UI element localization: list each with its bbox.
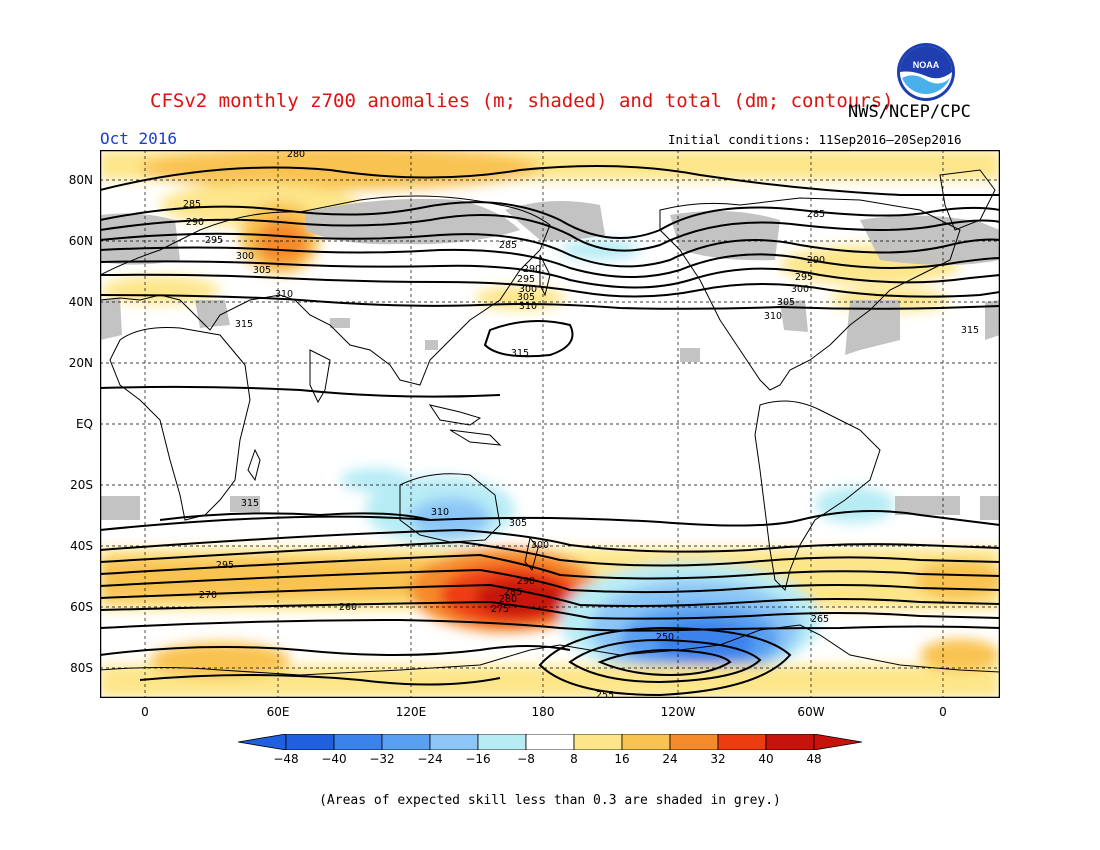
contour-label: 290 xyxy=(807,255,825,266)
contour-label: 300 xyxy=(531,540,549,551)
colorbar-arrow-high xyxy=(813,734,862,750)
contour-label: 300 xyxy=(519,284,537,295)
colorbar-cell xyxy=(381,734,431,750)
contour-label: 305 xyxy=(517,292,535,303)
contour-label: 310 xyxy=(519,301,537,312)
colorbar-tick-label: −8 xyxy=(517,752,535,766)
colorbar-arrow-low xyxy=(238,734,287,750)
lon-label: 0 xyxy=(141,705,149,719)
contour-label: 310 xyxy=(764,311,782,322)
colorbar-tick-label: 8 xyxy=(570,752,578,766)
colorbar-cell xyxy=(477,734,527,750)
lat-label: 20N xyxy=(68,356,93,370)
graticule xyxy=(100,150,1000,698)
contour-label: 315 xyxy=(235,319,253,330)
colorbar-tick-label: 40 xyxy=(758,752,774,766)
colorbar xyxy=(238,734,862,750)
contour-label: 295 xyxy=(795,272,813,283)
lat-label: 40S xyxy=(70,539,93,553)
skill-footnote: (Areas of expected skill less than 0.3 a… xyxy=(319,793,781,808)
contour-label: 290 xyxy=(523,264,541,275)
colorbar-cell xyxy=(285,734,335,750)
colorbar-cell xyxy=(669,734,719,750)
colorbar-cell xyxy=(717,734,767,750)
contour-label: 290 xyxy=(517,576,535,587)
initial-conditions: Initial conditions: 11Sep2016–20Sep2016 xyxy=(668,132,962,147)
contour-label: 285 xyxy=(499,240,517,251)
lat-label: 60N xyxy=(68,234,93,248)
lat-label: 60S xyxy=(70,600,93,614)
lat-label: EQ xyxy=(75,417,93,431)
anomaly-map: 280 285 290 295 300 305 310 315 285 290 … xyxy=(100,150,1000,698)
contour-label: 250 xyxy=(656,632,674,643)
contour-label: 310 xyxy=(275,289,293,300)
lat-label: 80S xyxy=(70,661,93,675)
lon-label: 60E xyxy=(266,705,290,719)
contour-label: 285 xyxy=(183,199,201,210)
height-contours xyxy=(100,165,1000,697)
contour-label: 270 xyxy=(199,590,217,601)
colorbar-cell xyxy=(621,734,671,750)
lat-label: 20S xyxy=(70,478,93,492)
contour-label: 305 xyxy=(509,518,527,529)
lat-label: 80N xyxy=(68,173,93,187)
map-title: CFSv2 monthly z700 anomalies (m; shaded)… xyxy=(150,90,894,112)
lon-label: 180 xyxy=(531,705,555,719)
contour-label: 275 xyxy=(491,604,509,615)
colorbar-tick-label: 48 xyxy=(806,752,822,766)
colorbar-tick-label: 32 xyxy=(710,752,726,766)
colorbar-cell xyxy=(573,734,623,750)
lat-label: 40N xyxy=(68,295,93,309)
colorbar-tick-label: −32 xyxy=(369,752,395,766)
colorbar-tick-label: −40 xyxy=(321,752,347,766)
contour-label: 280 xyxy=(499,594,517,605)
contour-label: 255 xyxy=(596,690,614,698)
contour-label: 295 xyxy=(216,560,234,571)
colorbar-tick-label: −16 xyxy=(465,752,491,766)
contour-label: 290 xyxy=(186,217,204,228)
contour-label: 280 xyxy=(287,150,305,160)
contour-label: 260 xyxy=(339,602,357,613)
contour-label: 300 xyxy=(791,284,809,295)
colorbar-tick-label: 16 xyxy=(614,752,630,766)
contour-label: 285 xyxy=(807,209,825,220)
contour-label: 295 xyxy=(205,235,223,246)
lon-label: 120W xyxy=(660,705,696,719)
contour-label: 285 xyxy=(504,587,522,598)
contour-label: 315 xyxy=(961,325,979,336)
noaa-logo: NOAA xyxy=(897,43,955,101)
noaa-logo-text: NOAA xyxy=(913,60,940,70)
colorbar-cell xyxy=(429,734,479,750)
contour-label: 310 xyxy=(431,507,449,518)
low-skill-areas xyxy=(100,198,1000,520)
contour-label: 315 xyxy=(511,348,529,359)
lon-label: 120E xyxy=(395,705,427,719)
map-frame xyxy=(100,150,1000,698)
contour-label: 305 xyxy=(253,265,271,276)
agency-label: NWS/NCEP/CPC xyxy=(848,102,971,122)
contour-label: 265 xyxy=(811,614,829,625)
forecast-month: Oct 2016 xyxy=(100,129,178,148)
lon-label: 0 xyxy=(939,705,947,719)
colorbar-cell xyxy=(333,734,383,750)
contour-label: 305 xyxy=(777,297,795,308)
contour-label: 295 xyxy=(517,274,535,285)
colorbar-tick-label: 24 xyxy=(662,752,678,766)
contour-labels: 280 285 290 295 300 305 310 315 285 290 … xyxy=(183,150,979,698)
colorbar-tick-label: −48 xyxy=(273,752,299,766)
colorbar-cell xyxy=(525,734,575,750)
contour-label: 315 xyxy=(241,498,259,509)
contour-label: 300 xyxy=(236,251,254,262)
colorbar-tick-label: −24 xyxy=(417,752,443,766)
colorbar-cell xyxy=(765,734,815,750)
lon-label: 60W xyxy=(797,705,825,719)
